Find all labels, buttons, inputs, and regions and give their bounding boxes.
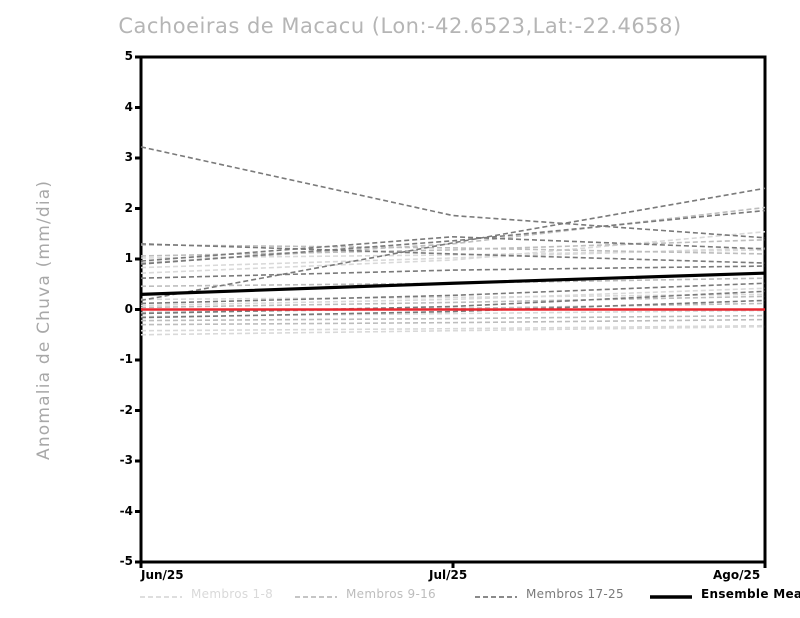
series-line-member	[140, 244, 766, 255]
y-axis-tick-label: -4	[119, 503, 133, 518]
series-line-member	[140, 290, 766, 315]
legend-swatch	[140, 588, 182, 600]
series-line-member	[140, 209, 766, 265]
legend-label: Ensemble Mean	[701, 587, 800, 601]
legend-swatch	[295, 588, 337, 600]
legend-label: Membros 1-8	[191, 587, 274, 601]
series-line-member	[140, 287, 766, 307]
series-line-member	[140, 324, 766, 332]
legend-item: Membros 1-8	[140, 584, 273, 604]
series-line-member	[140, 295, 766, 309]
y-axis-tick-label: 4	[124, 99, 133, 114]
legend-swatch	[475, 588, 517, 600]
legend-label: Membros 9-16	[346, 587, 436, 601]
chart-title: Cachoeiras de Macacu (Lon:-42.6523,Lat:-…	[118, 14, 682, 38]
series-line-member	[140, 230, 766, 274]
series-line-member	[140, 187, 766, 302]
series-line-member	[140, 243, 766, 264]
series-line-member	[140, 325, 766, 336]
series-line-member	[140, 235, 766, 262]
series-line-member	[140, 265, 766, 279]
legend-item: Ensemble Mean	[650, 584, 800, 604]
series-line-member	[140, 239, 766, 257]
legend-item: Membros 9-16	[295, 584, 436, 604]
legend-item: Membros 17-25	[475, 584, 624, 604]
y-axis-tick-label: 5	[124, 49, 133, 63]
y-axis-tick-label: -2	[119, 402, 133, 417]
x-axis-tick-label: Jul/25	[429, 568, 468, 582]
y-axis-tick-label: -5	[119, 554, 133, 568]
series-line-member	[140, 314, 766, 322]
y-axis-tick-label: 3	[124, 150, 133, 164]
series-line-member	[140, 146, 766, 239]
chart-legend: Membros 1-8 Membros 9-16 Membros 17-25 Ense…	[130, 584, 800, 606]
series-line-member	[140, 299, 766, 319]
y-axis-tick-label: -1	[119, 352, 133, 366]
series-line-member	[140, 282, 766, 305]
x-axis-tick-label: Jun/25	[141, 568, 184, 582]
series-line-member	[140, 318, 766, 326]
y-axis-tick-label: 1	[124, 251, 133, 265]
series-line-ensemble-mean	[140, 271, 766, 296]
y-axis-tick-label: 0	[124, 301, 133, 316]
y-axis-tick-label: -3	[119, 453, 133, 467]
legend-swatch	[650, 588, 692, 600]
y-axis-tick-label: 2	[124, 200, 133, 215]
series-line-member	[140, 293, 766, 301]
x-axis-tick-label: Ago/25	[713, 568, 761, 582]
legend-label: Membros 17-25	[526, 587, 624, 601]
